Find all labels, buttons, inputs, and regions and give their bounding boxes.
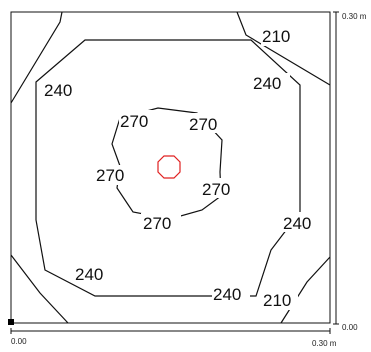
label-240-right: 240	[283, 214, 311, 233]
x-max-label: 0.30 m	[312, 339, 337, 348]
plot-frame	[10, 11, 331, 324]
label-270-top-right: 270	[189, 115, 217, 134]
contour-210-top-left	[10, 11, 63, 104]
label-270-top-left: 270	[120, 112, 148, 131]
origin-marker	[8, 319, 14, 325]
y-max-label: 0.30 m	[342, 12, 367, 21]
label-240-bottom-left: 240	[75, 265, 103, 284]
label-240-top-right: 240	[253, 74, 281, 93]
contour-210-top-right	[236, 11, 331, 86]
label-240-bottom-right: 240	[213, 285, 241, 304]
contour-210-bottom-left	[10, 254, 69, 324]
label-270-left: 270	[96, 166, 124, 185]
y-origin-label: 0.00	[342, 323, 358, 332]
label-270-bottom: 270	[143, 214, 171, 233]
x-origin-label: 0.00	[11, 337, 27, 346]
contour-240	[35, 39, 301, 297]
label-210-bottom-right: 210	[263, 291, 291, 310]
maximum-marker	[157, 155, 181, 179]
label-270-right: 270	[202, 180, 230, 199]
label-210-top-right: 210	[262, 27, 290, 46]
label-240-top-left: 240	[44, 81, 72, 100]
